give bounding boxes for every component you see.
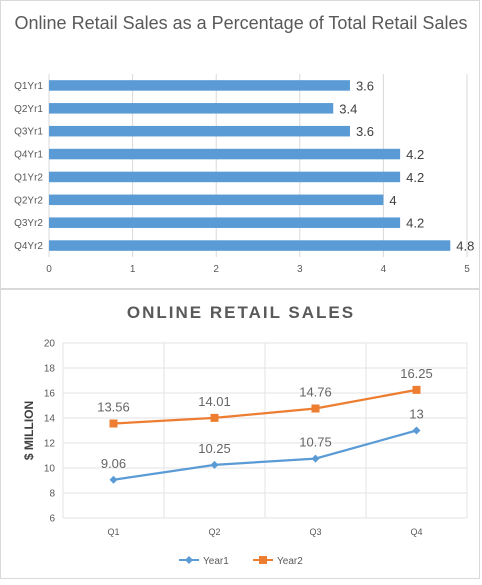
bar bbox=[49, 125, 350, 137]
y-tick-label: 12 bbox=[44, 439, 56, 450]
bar-chart-panel: Online Retail Sales as a Percentage of T… bbox=[0, 0, 480, 289]
category-label: Q3Yr1 bbox=[14, 127, 43, 138]
data-label: 10.75 bbox=[299, 435, 332, 450]
data-point bbox=[311, 454, 320, 463]
bar bbox=[49, 103, 334, 114]
data-point bbox=[109, 475, 118, 484]
category-label: Q2Yr2 bbox=[14, 195, 43, 206]
category-label: Q2Yr1 bbox=[14, 104, 43, 115]
x-tick-label: Q3 bbox=[309, 527, 321, 537]
y-tick-label: 16 bbox=[44, 389, 56, 400]
data-label: 3.4 bbox=[339, 101, 357, 116]
x-tick-label: 0 bbox=[46, 264, 52, 275]
x-tick-label: 5 bbox=[464, 264, 470, 275]
category-label: Q1Yr1 bbox=[14, 81, 43, 92]
bar bbox=[49, 148, 401, 160]
data-point bbox=[311, 404, 320, 413]
data-point bbox=[412, 385, 421, 394]
legend-marker bbox=[185, 556, 193, 564]
y-tick-label: 10 bbox=[44, 464, 56, 475]
y-tick-label: 14 bbox=[44, 414, 56, 425]
series-line bbox=[113, 429, 417, 481]
x-tick-label: 4 bbox=[381, 264, 387, 275]
x-tick-label: 3 bbox=[297, 264, 303, 275]
category-label: Q3Yr2 bbox=[14, 218, 43, 229]
data-label: 3.6 bbox=[356, 78, 374, 93]
bar bbox=[49, 171, 401, 183]
bar bbox=[49, 217, 401, 228]
data-label: 10.25 bbox=[198, 441, 231, 456]
data-label: 4.8 bbox=[456, 239, 474, 254]
y-axis-label: $ MILLION bbox=[22, 401, 36, 460]
y-tick-label: 18 bbox=[44, 364, 56, 375]
legend-label: Year1 bbox=[203, 556, 229, 567]
data-label: 14.01 bbox=[198, 394, 231, 409]
data-label: 9.06 bbox=[101, 456, 126, 471]
x-tick-label: Q2 bbox=[208, 527, 220, 537]
data-label: 4.2 bbox=[406, 216, 424, 231]
data-label: 16.25 bbox=[400, 366, 433, 381]
series-line bbox=[113, 388, 417, 425]
legend-label: Year2 bbox=[277, 556, 303, 567]
data-point bbox=[210, 460, 219, 469]
data-point bbox=[210, 413, 219, 422]
bar bbox=[49, 240, 451, 251]
bar bbox=[49, 194, 384, 206]
x-tick-label: 1 bbox=[130, 264, 136, 275]
data-label: 4.2 bbox=[406, 170, 424, 185]
data-label: 13 bbox=[409, 407, 423, 422]
bar-chart-svg: 0 1 2 3 4 5 Q1Yr1 3.6 Q2Yr1 3.4 Q3Yr1 3.6 Q4Yr1 4.2 Q1… bbox=[14, 74, 474, 275]
y-tick-label: 8 bbox=[49, 489, 55, 500]
y-tick-label: 6 bbox=[49, 514, 55, 525]
data-point bbox=[109, 419, 118, 428]
legend-marker bbox=[259, 556, 267, 564]
x-tick-label: Q4 bbox=[410, 527, 422, 537]
category-label: Q1Yr2 bbox=[14, 172, 43, 183]
line-chart-svg: 6 8 10 12 14 16 18 20 Q1 Q2 Q3 Q4 $ MILLION 9.06 10.25… bbox=[22, 339, 468, 567]
data-label: 13.56 bbox=[97, 400, 130, 415]
x-tick-label: Q1 bbox=[107, 527, 119, 537]
category-label: Q4Yr1 bbox=[14, 150, 43, 161]
data-label: 4 bbox=[389, 193, 396, 208]
category-label: Q4Yr2 bbox=[14, 241, 43, 252]
data-point bbox=[412, 426, 421, 435]
y-tick-label: 20 bbox=[44, 339, 56, 350]
line-chart-panel: ONLINE RETAIL SALES 6 8 10 12 14 16 18 20 Q1 Q2 Q3… bbox=[0, 289, 480, 579]
bar-chart-title: Online Retail Sales as a Percentage of T… bbox=[14, 13, 468, 33]
bar bbox=[49, 80, 350, 91]
line-chart-title: ONLINE RETAIL SALES bbox=[126, 303, 356, 322]
x-tick-label: 2 bbox=[213, 264, 219, 275]
data-label: 14.76 bbox=[299, 385, 332, 400]
data-label: 4.2 bbox=[406, 147, 424, 162]
data-label: 3.6 bbox=[356, 124, 374, 139]
